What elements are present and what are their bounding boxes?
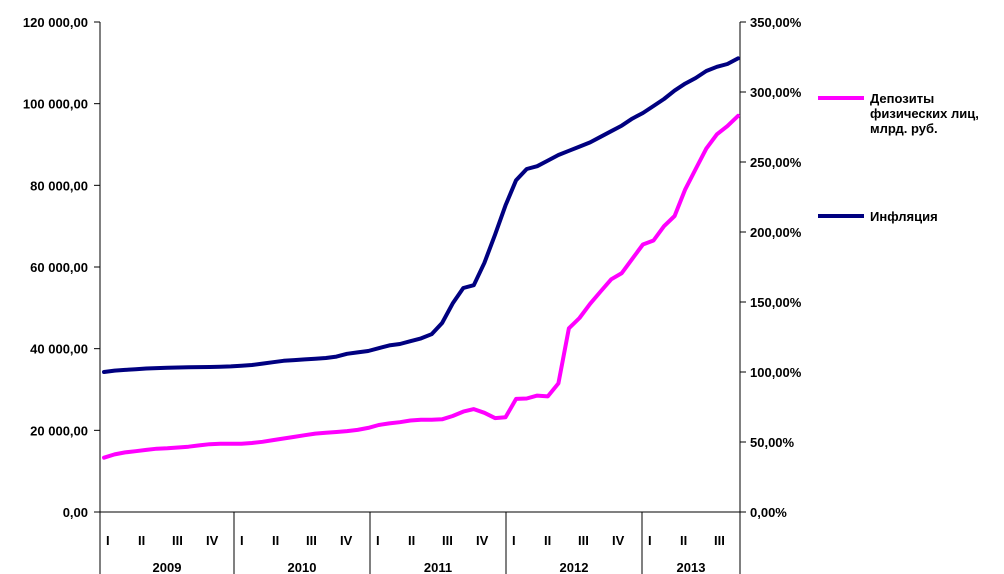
quarter-label: IV bbox=[612, 533, 625, 548]
left-tick-label: 20 000,00 bbox=[30, 423, 88, 438]
quarter-label: II bbox=[138, 533, 145, 548]
left-tick-label: 60 000,00 bbox=[30, 260, 88, 275]
quarter-label: III bbox=[578, 533, 589, 548]
left-tick-label: 80 000,00 bbox=[30, 178, 88, 193]
quarter-label: III bbox=[442, 533, 453, 548]
legend-label: Инфляция bbox=[870, 209, 938, 224]
right-tick-label: 250,00% bbox=[750, 155, 802, 170]
left-tick-label: 40 000,00 bbox=[30, 342, 88, 357]
quarter-label: II bbox=[680, 533, 687, 548]
year-label: 2010 bbox=[288, 560, 317, 574]
right-y-axis: 0,00% 50,00% 100,00% 150,00% 200,00% 250,00% 3… bbox=[739, 15, 802, 520]
right-tick-label: 200,00% bbox=[750, 225, 802, 240]
quarter-label: III bbox=[306, 533, 317, 548]
series-layer bbox=[102, 56, 740, 460]
year-label: 2012 bbox=[560, 560, 589, 574]
left-y-axis: 0,00 20 000,00 40 000,00 60 000,00 80 000,00… bbox=[23, 15, 101, 520]
left-tick-label: 0,00 bbox=[63, 505, 88, 520]
quarter-label: I bbox=[512, 533, 516, 548]
legend-label: Депозиты bbox=[870, 91, 934, 106]
quarter-label: II bbox=[544, 533, 551, 548]
quarter-label: I bbox=[648, 533, 652, 548]
quarter-label: I bbox=[240, 533, 244, 548]
quarter-label: IV bbox=[206, 533, 219, 548]
quarter-label: IV bbox=[340, 533, 353, 548]
right-tick-label: 0,00% bbox=[750, 505, 787, 520]
quarter-label: III bbox=[714, 533, 725, 548]
year-label: 2011 bbox=[424, 560, 452, 574]
quarter-label: IV bbox=[476, 533, 489, 548]
quarter-label: II bbox=[408, 533, 415, 548]
deposits-series-line bbox=[102, 113, 740, 460]
right-tick-label: 100,00% bbox=[750, 365, 802, 380]
left-tick-label: 120 000,00 bbox=[23, 15, 88, 30]
quarter-label: I bbox=[376, 533, 380, 548]
year-label: 2013 bbox=[677, 560, 706, 574]
year-label: 2009 bbox=[153, 560, 182, 574]
legend-label: физических лиц, bbox=[870, 106, 979, 121]
inflation-series-line bbox=[102, 56, 740, 374]
quarter-label: I bbox=[106, 533, 110, 548]
right-tick-label: 50,00% bbox=[750, 435, 795, 450]
right-tick-label: 150,00% bbox=[750, 295, 802, 310]
legend-label: млрд. руб. bbox=[870, 121, 938, 136]
right-tick-label: 300,00% bbox=[750, 85, 802, 100]
quarter-label: III bbox=[172, 533, 183, 548]
left-tick-label: 100 000,00 bbox=[23, 97, 88, 112]
right-tick-label: 350,00% bbox=[750, 15, 802, 30]
quarter-label: II bbox=[272, 533, 279, 548]
